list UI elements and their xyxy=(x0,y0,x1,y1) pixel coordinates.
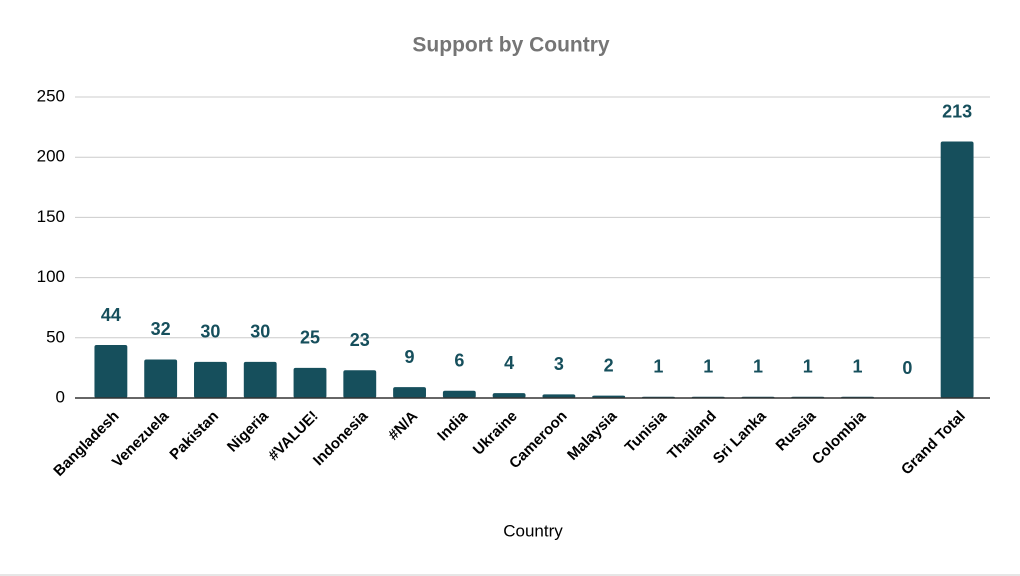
value-label: 3 xyxy=(554,354,564,374)
value-label: 9 xyxy=(405,347,415,367)
bar xyxy=(144,359,178,398)
value-label: 1 xyxy=(853,357,863,377)
x-tick-label: #N/A xyxy=(385,408,421,444)
bar xyxy=(343,370,377,398)
bar xyxy=(194,361,227,398)
value-label: 1 xyxy=(653,357,663,377)
value-label: 213 xyxy=(942,101,972,121)
value-label: 25 xyxy=(300,328,320,348)
value-label: 6 xyxy=(454,351,464,371)
chart-title: Support by Country xyxy=(412,34,609,57)
x-tick-label: Tunisia xyxy=(622,407,671,456)
y-tick-label: 50 xyxy=(46,327,65,346)
bar xyxy=(393,387,426,398)
bar xyxy=(542,394,576,398)
x-tick-label: Bangladesh xyxy=(50,408,122,480)
value-label: 1 xyxy=(753,357,763,377)
y-tick-label: 250 xyxy=(37,86,65,105)
x-tick-label: Russia xyxy=(773,407,820,454)
value-label: 30 xyxy=(250,322,270,342)
x-tick-label: Nigeria xyxy=(224,407,272,455)
x-tick-label: Colombia xyxy=(809,407,870,468)
bar xyxy=(243,361,277,398)
y-tick-label: 200 xyxy=(37,147,65,166)
bar xyxy=(293,367,327,398)
value-label: 30 xyxy=(200,322,220,342)
value-label: 23 xyxy=(350,330,370,350)
bar xyxy=(442,390,476,398)
value-label: 2 xyxy=(604,355,614,375)
x-axis-title: Country xyxy=(503,521,563,540)
bar xyxy=(94,345,128,398)
bar xyxy=(492,393,526,398)
y-tick-label: 150 xyxy=(37,207,65,226)
x-tick-label: Sri Lanka xyxy=(710,407,770,467)
x-tick-label: Ukraine xyxy=(470,408,521,459)
value-label: 1 xyxy=(803,357,813,377)
value-label: 4 xyxy=(504,353,514,373)
y-tick-label: 100 xyxy=(37,267,65,286)
value-label: 44 xyxy=(101,305,121,325)
x-tick-label: India xyxy=(434,407,471,444)
x-tick-label: Grand Total xyxy=(898,408,969,479)
value-label: 0 xyxy=(902,358,912,378)
x-tick-label: Indonesia xyxy=(310,407,372,469)
x-tick-label: Pakistan xyxy=(166,408,222,464)
value-label: 1 xyxy=(703,357,713,377)
bar xyxy=(940,141,974,398)
x-tick-label: Malaysia xyxy=(564,407,621,464)
y-tick-label: 0 xyxy=(56,387,65,406)
value-label: 32 xyxy=(151,319,171,339)
